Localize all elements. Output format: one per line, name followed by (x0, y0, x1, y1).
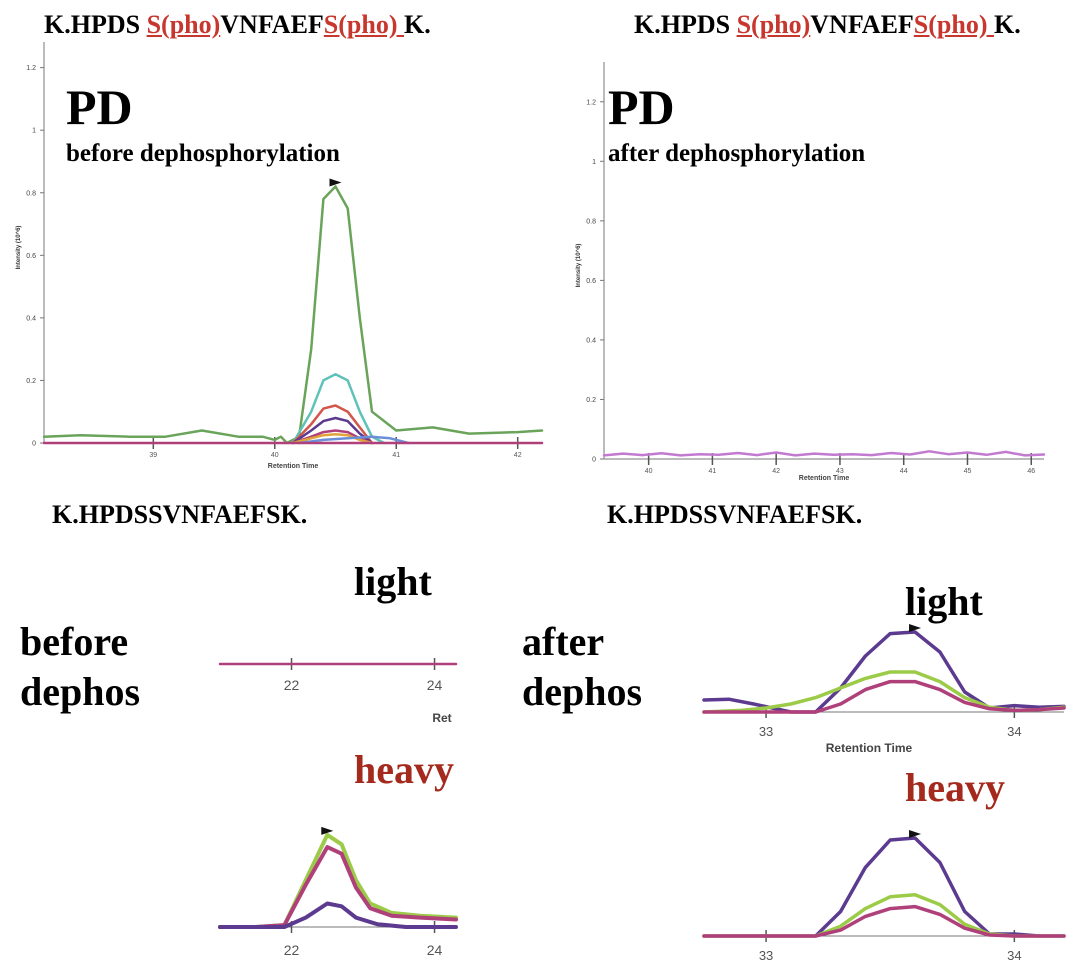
peptide-header-right: K.HPDS S(pho)VNFAEFS(pho) K. (634, 10, 1021, 40)
x-tick-label: 46 (1027, 468, 1035, 475)
series-line (702, 904, 1066, 938)
series-line (291, 404, 374, 445)
x-tick-label: 41 (709, 468, 717, 475)
peak-marker (909, 624, 922, 632)
x-tick-label: 43 (836, 468, 844, 475)
peptide-middle: VNFAEF (810, 10, 914, 39)
chart-unmod-after-light: 33 34 Retention Time (702, 624, 1066, 755)
x-tick-label: 33 (759, 948, 773, 963)
y-tick-label: 0.6 (586, 278, 596, 285)
y-tick-label: 0.4 (586, 337, 596, 344)
y-axis-title: Intensity (10^6) (16, 226, 22, 270)
y-tick-label: 0.8 (26, 190, 36, 197)
x-tick-label: 33 (759, 724, 773, 739)
light-label-right: light (905, 579, 983, 624)
x-tick-label: 22 (284, 942, 300, 958)
y-tick-label: 1 (592, 159, 596, 166)
x-tick-label: 39 (149, 452, 157, 459)
y-tick-label: 0.2 (26, 378, 36, 385)
x-tick-label: 34 (1007, 724, 1021, 739)
pd-sublabel-right: after dephosphorylation (608, 140, 866, 167)
x-tick-label: 40 (271, 452, 279, 459)
series-line (702, 836, 1066, 938)
after-label-line1: after (522, 619, 605, 664)
series-line (291, 416, 374, 445)
phospho-site-2: S(pho) (323, 10, 404, 39)
phospho-site-1: S(pho) (146, 10, 221, 39)
chart-unmod-before-heavy: 22 24 (218, 826, 458, 958)
x-tick-label: 34 (1007, 948, 1021, 963)
x-tick-label: 24 (427, 942, 443, 958)
series-line (702, 893, 1066, 938)
x-tick-label: 42 (514, 452, 522, 459)
peak-marker (329, 178, 342, 187)
chart-unmod-before-light: 22 24 Ret (218, 658, 458, 725)
before-label-line1: before (20, 619, 129, 664)
x-axis-title: Retention Time (826, 741, 913, 755)
x-tick-label: 44 (900, 468, 908, 475)
y-tick-label: 0.8 (586, 218, 596, 225)
y-tick-label: 0.6 (26, 253, 36, 260)
series-line (297, 435, 410, 445)
y-tick-label: 1.2 (586, 99, 596, 106)
series-line (42, 185, 544, 445)
peptide-suffix: K. (404, 10, 431, 39)
heavy-label-right: heavy (905, 765, 1005, 810)
x-axis-title: Retention Time (799, 475, 850, 482)
peptide-unmod-left: K.HPDSSVNFAEFSK. (52, 500, 308, 529)
x-axis-title: Ret (432, 711, 451, 725)
peak-marker (321, 826, 334, 835)
x-tick-label: 24 (427, 677, 443, 693)
series-line (218, 832, 458, 929)
y-tick-label: 0.4 (26, 315, 36, 322)
pd-label-left: PD (66, 79, 133, 135)
peptide-prefix: K.HPDS (634, 10, 737, 39)
heavy-label-left: heavy (354, 747, 454, 792)
chart-unmod-after-heavy: 33 34 (702, 830, 1066, 963)
y-axis-title: Intensity (10^6) (576, 244, 582, 288)
pd-sublabel-left: before dephosphorylation (66, 140, 340, 167)
y-tick-label: 1.2 (26, 65, 36, 72)
series-line (218, 901, 458, 929)
after-label-line2: dephos (522, 669, 643, 714)
y-tick-label: 1 (32, 128, 36, 135)
peptide-header-left: K.HPDS S(pho)VNFAEFS(pho) K. (44, 10, 431, 40)
peak-marker (909, 830, 922, 838)
x-tick-label: 45 (964, 468, 972, 475)
x-tick-label: 41 (392, 452, 400, 459)
pd-label-right: PD (608, 79, 675, 135)
y-tick-label: 0 (592, 457, 596, 464)
series-line (291, 372, 386, 445)
y-tick-label: 0.2 (586, 397, 596, 404)
before-label-line2: dephos (20, 669, 141, 714)
x-tick-label: 42 (772, 468, 780, 475)
peptide-suffix: K. (994, 10, 1021, 39)
x-tick-label: 40 (645, 468, 653, 475)
x-tick-label: 22 (284, 677, 300, 693)
series-line (702, 679, 1066, 714)
series-line (291, 432, 374, 445)
chart-phospho-after: 0 0.2 0.4 0.6 0.8 1 1.2 Intensity (10^6) 40 41 42 4… (576, 62, 1046, 482)
light-label-left: light (354, 559, 432, 604)
y-tick-label: 0 (32, 441, 36, 448)
x-axis-title: Retention Time (268, 463, 319, 470)
series-line (602, 450, 1046, 457)
peptide-middle: VNFAEF (220, 10, 324, 39)
peptide-unmod-right: K.HPDSSVNFAEFSK. (607, 500, 863, 529)
phospho-site-1: S(pho) (736, 10, 811, 39)
chart-phospho-before: 0 0.2 0.4 0.6 0.8 1 1.2 Intensity (10^6) 39 40 41 4… (16, 42, 544, 470)
phospho-site-2: S(pho) (913, 10, 994, 39)
peptide-prefix: K.HPDS (44, 10, 147, 39)
